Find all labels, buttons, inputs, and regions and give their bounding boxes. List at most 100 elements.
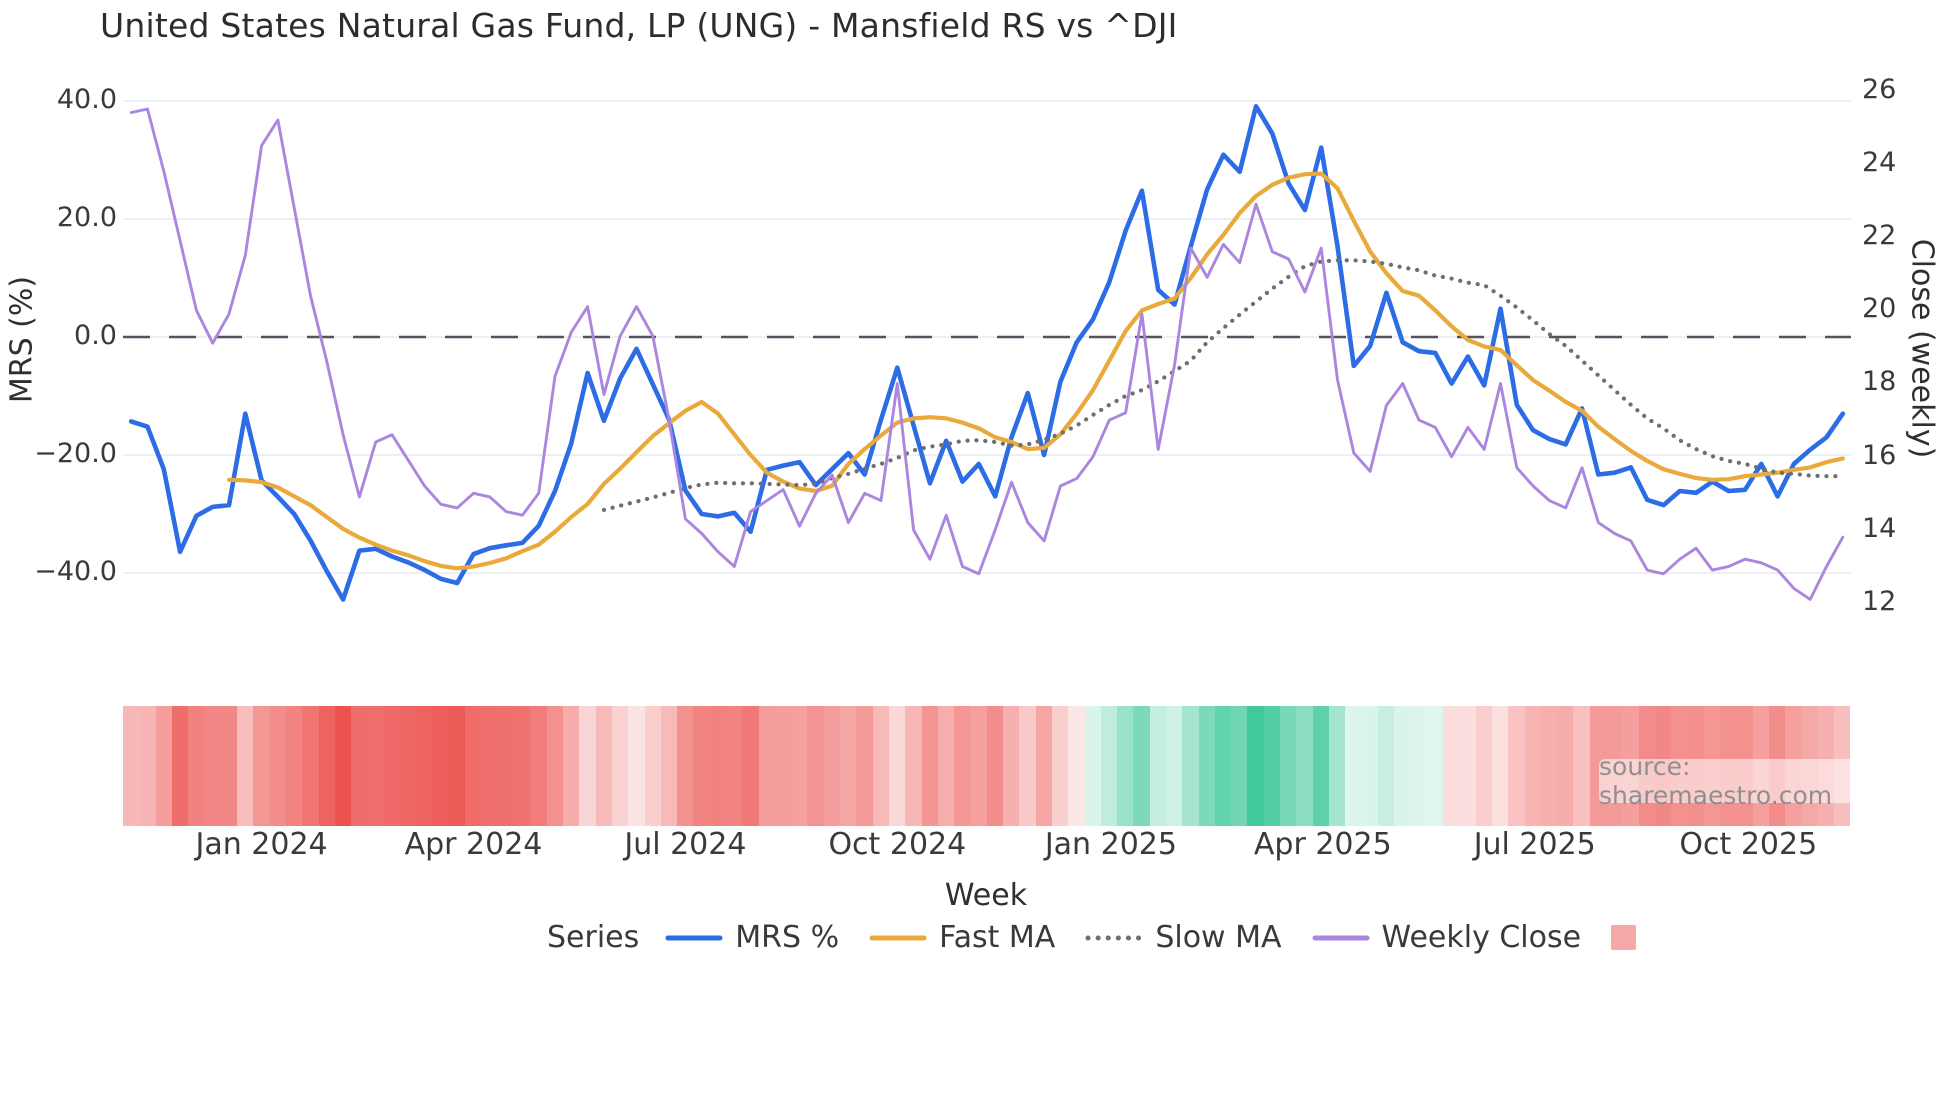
heatmap-stripe — [1345, 706, 1362, 826]
heatmap-stripe — [546, 706, 564, 826]
legend-item-label: Slow MA — [1155, 920, 1282, 955]
series-line-mrs — [128, 104, 1846, 602]
heatmap-stripe — [954, 706, 971, 826]
heatmap-stripe — [1084, 706, 1101, 826]
heatmap-stripe — [628, 706, 645, 826]
heatmap-stripe — [1475, 706, 1492, 826]
heatmap-stripe — [351, 706, 368, 826]
heatmap-stripe — [660, 706, 678, 826]
heatmap-stripe — [285, 706, 303, 826]
heatmap-stripe — [579, 706, 596, 826]
heatmap-stripe — [677, 706, 694, 826]
heatmap-stripe — [1003, 706, 1020, 826]
y-tick-right: 14 — [1862, 512, 1897, 544]
heatmap-stripe — [1557, 706, 1574, 826]
heatmap-stripe — [709, 706, 726, 826]
legend-item-label: Fast MA — [939, 920, 1056, 955]
source-watermark: source: sharemaestro.com — [1599, 752, 1929, 810]
heatmap-stripe — [1459, 706, 1476, 826]
y-tick-right: 24 — [1862, 146, 1897, 178]
x-tick: Apr 2025 — [1253, 827, 1392, 862]
heatmap-stripe — [823, 706, 841, 826]
legend-line-swatch — [665, 935, 723, 940]
heatmap-stripe — [1100, 706, 1118, 826]
series-line-slow-ma — [601, 258, 1845, 512]
heatmap-stripe — [1491, 706, 1509, 826]
heatmap-stripe — [171, 706, 189, 826]
heatmap-stripe — [400, 706, 417, 826]
y-tick-left: 0.0 — [74, 320, 117, 351]
heatmap-stripe — [123, 706, 140, 826]
heatmap-stripe — [644, 706, 661, 826]
y-tick-right: 26 — [1862, 73, 1897, 105]
heatmap-stripe — [791, 706, 808, 826]
heatmap-stripe — [742, 706, 759, 826]
heatmap-stripe — [693, 706, 710, 826]
legend-item: Slow MA — [1085, 920, 1282, 955]
heatmap-stripe — [1198, 706, 1215, 826]
x-tick: Oct 2025 — [1679, 827, 1818, 862]
heatmap-stripe — [1133, 706, 1150, 826]
legend-item-label: MRS % — [735, 920, 840, 955]
legend-line-swatch — [1085, 935, 1143, 940]
y-axis-label-right: Close (weekly) — [1904, 238, 1940, 459]
heatmap-stripe — [497, 706, 515, 826]
heatmap-stripe — [514, 706, 531, 826]
heatmap-stripe — [530, 706, 547, 826]
heatmap-stripe — [1540, 706, 1558, 826]
legend: Series MRS % Fast MA Slow MA Weekly Close — [547, 920, 1678, 955]
x-tick: Jan 2024 — [195, 827, 328, 862]
x-tick: Jul 2024 — [624, 827, 747, 862]
x-tick: Apr 2024 — [404, 827, 543, 862]
legend-line-swatch — [869, 935, 927, 940]
heatmap-stripe — [448, 706, 466, 826]
heatmap-stripe — [237, 706, 254, 826]
y-tick-right: 12 — [1862, 586, 1897, 618]
heatmap-stripe — [774, 706, 792, 826]
legend-item: Fast MA — [869, 920, 1055, 955]
y-tick-left: 20.0 — [56, 202, 117, 233]
heatmap-stripe — [611, 706, 629, 826]
heatmap-stripe — [1263, 706, 1281, 826]
heatmap-stripe — [1166, 706, 1183, 826]
x-tick: Jul 2025 — [1473, 827, 1596, 862]
heatmap-stripe — [1149, 706, 1166, 826]
legend-item — [1611, 925, 1648, 950]
heatmap-stripe — [188, 706, 205, 826]
heatmap-stripe — [807, 706, 824, 826]
heatmap-stripe — [1051, 706, 1069, 826]
heatmap-stripe — [758, 706, 775, 826]
heatmap-stripe — [367, 706, 384, 826]
y-tick-right: 18 — [1862, 366, 1897, 398]
x-tick: Oct 2024 — [828, 827, 967, 862]
x-axis-label: Week — [944, 878, 1028, 913]
y-tick-left: −40.0 — [34, 556, 117, 587]
heatmap-stripe — [465, 706, 482, 826]
heatmap-stripe — [383, 706, 401, 826]
heatmap-stripe — [139, 706, 156, 826]
heatmap-stripe — [1410, 706, 1427, 826]
heatmap-stripe — [888, 706, 906, 826]
heatmap-stripe — [253, 706, 270, 826]
heatmap-stripe — [481, 706, 498, 826]
y-tick-right: 20 — [1862, 293, 1897, 325]
heatmap-stripe — [269, 706, 286, 826]
legend-heading: Series — [547, 920, 640, 955]
heatmap-stripe — [1068, 706, 1085, 826]
heatmap-stripe — [1524, 706, 1541, 826]
heatmap-stripe — [1214, 706, 1232, 826]
heatmap-stripe — [970, 706, 987, 826]
heatmap-stripe — [318, 706, 335, 826]
heatmap-stripe — [856, 706, 873, 826]
heatmap-stripe — [840, 706, 857, 826]
y-tick-left: 40.0 — [56, 84, 117, 115]
heatmap-stripe — [334, 706, 352, 826]
heatmap-stripe — [1182, 706, 1199, 826]
series-line-fast-ma — [226, 171, 1845, 571]
heatmap-stripe — [155, 706, 172, 826]
heatmap-stripe — [1117, 706, 1134, 826]
legend-item-label: Weekly Close — [1381, 920, 1582, 955]
legend-square-swatch — [1611, 925, 1637, 950]
heatmap-stripe — [1312, 706, 1329, 826]
